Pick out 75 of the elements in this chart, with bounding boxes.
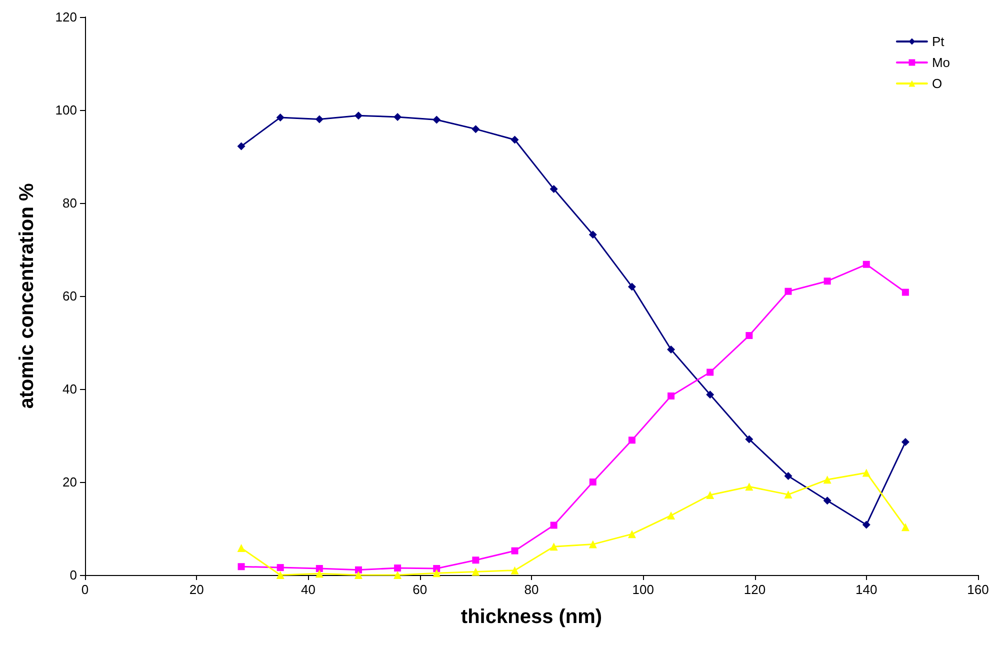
point <box>706 390 714 399</box>
point <box>745 482 754 491</box>
x-axis-title: thickness (nm) <box>460 606 602 628</box>
point <box>588 540 597 548</box>
point <box>472 568 480 576</box>
point <box>432 569 441 578</box>
point <box>550 542 558 551</box>
point <box>784 288 792 295</box>
point <box>901 523 910 532</box>
point <box>862 260 870 268</box>
legend-label: O <box>932 76 942 91</box>
point <box>472 125 480 134</box>
point <box>862 520 870 529</box>
point <box>354 571 362 579</box>
y-tick-label: 40 <box>62 382 77 396</box>
point <box>238 563 245 570</box>
point <box>823 476 832 484</box>
point <box>628 530 636 538</box>
x-tick-label: 60 <box>412 582 428 597</box>
x-tick-label: 0 <box>81 582 89 597</box>
point <box>589 478 596 486</box>
x-tick-label: 160 <box>967 582 989 597</box>
x-tick-label: 120 <box>744 582 766 597</box>
point <box>706 368 714 376</box>
x-tick-label: 140 <box>856 582 878 597</box>
x-tick-label: 40 <box>301 582 316 597</box>
y-tick-label: 80 <box>62 196 77 210</box>
point <box>394 571 402 579</box>
y-tick-label: 120 <box>55 10 77 24</box>
point <box>667 511 676 520</box>
point <box>511 547 518 554</box>
point <box>276 564 284 572</box>
point <box>668 392 675 400</box>
point <box>432 116 441 124</box>
point <box>237 142 246 150</box>
y-tick-label: 20 <box>62 474 77 490</box>
point <box>394 564 402 572</box>
y-tick-label: 60 <box>62 288 77 304</box>
point <box>354 566 362 574</box>
point <box>824 278 831 285</box>
point <box>510 136 519 144</box>
point <box>901 438 910 446</box>
x-tick-label: 20 <box>189 582 204 597</box>
point <box>667 345 676 354</box>
point <box>784 490 792 499</box>
point <box>746 332 753 340</box>
point <box>315 115 324 124</box>
point <box>315 570 324 578</box>
point <box>394 112 402 121</box>
legend-label: Mo <box>932 55 950 70</box>
point <box>823 496 832 505</box>
point <box>472 556 480 564</box>
point <box>276 113 284 122</box>
legend-label: Pt <box>932 34 945 49</box>
y-tick-label: 100 <box>55 102 77 118</box>
point <box>550 185 558 194</box>
point <box>316 564 323 572</box>
point <box>550 522 558 529</box>
y-axis-title: atomic concentration % <box>16 182 38 409</box>
point <box>628 282 636 291</box>
point <box>745 435 754 444</box>
point <box>862 468 870 477</box>
point <box>628 436 636 444</box>
point <box>237 544 246 552</box>
point <box>784 472 792 480</box>
y-tick-label: 0 <box>70 568 77 582</box>
x-tick-label: 80 <box>524 582 539 597</box>
point <box>588 230 597 239</box>
point <box>510 566 519 574</box>
x-tick-label: 100 <box>632 582 654 597</box>
point <box>354 112 362 120</box>
point <box>706 491 714 500</box>
point <box>902 288 909 296</box>
point <box>276 571 284 579</box>
point <box>433 564 440 572</box>
